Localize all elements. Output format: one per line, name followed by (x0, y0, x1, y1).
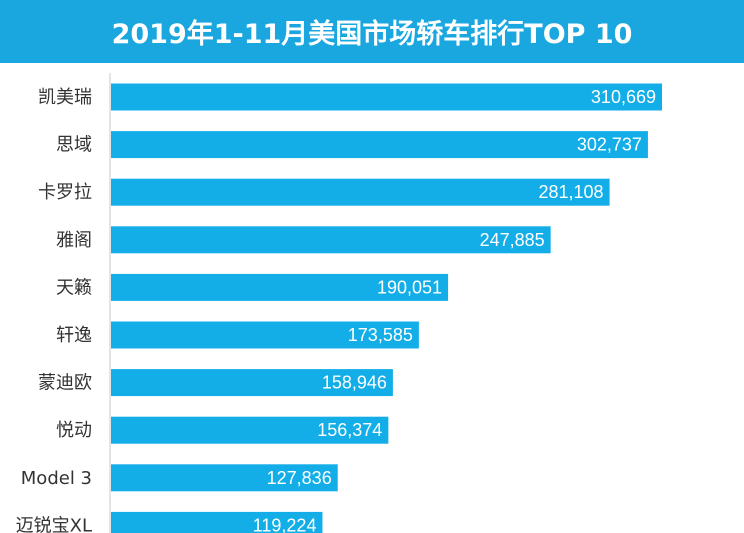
category-label-1: 思域 (56, 135, 92, 156)
category-label-0: 凯美瑞 (38, 87, 92, 108)
value-label-2: 281,108 (538, 182, 603, 202)
bars-group: 凯美瑞 310,669 思域 302,737 卡罗拉 281,108 雅阁 247,885 天籁… (16, 83, 662, 533)
title-bar: 2019年1-11月美国市场轿车排行TOP 10 (0, 0, 744, 63)
category-label-3: 雅阁 (56, 230, 92, 251)
bar-4 (111, 273, 449, 301)
category-label-5: 轩逸 (56, 325, 92, 346)
bar-1 (111, 131, 648, 159)
bar-6 (111, 369, 393, 397)
category-label-4: 天籁 (56, 277, 92, 298)
category-label-6: 蒙迪欧 (38, 373, 92, 394)
bar-2 (111, 178, 610, 206)
category-label-2: 卡罗拉 (38, 182, 92, 203)
value-label-3: 247,885 (480, 230, 545, 250)
value-label-5: 173,585 (348, 325, 413, 345)
bar-9 (111, 511, 323, 533)
bar-chart: 凯美瑞 310,669 思域 302,737 卡罗拉 281,108 雅阁 247,885 天籁… (16, 73, 662, 533)
bar-3 (111, 226, 551, 254)
value-label-7: 156,374 (317, 420, 382, 440)
value-label-0: 310,669 (591, 87, 656, 107)
value-label-4: 190,051 (377, 277, 442, 297)
category-label-8: Model 3 (21, 468, 92, 489)
chart-title: 2019年1-11月美国市场轿车排行TOP 10 (111, 19, 633, 50)
bar-7 (111, 416, 389, 444)
bar-8 (111, 464, 338, 492)
category-label-7: 悦动 (56, 420, 92, 441)
bar-0 (111, 83, 662, 111)
value-label-6: 158,946 (322, 373, 387, 393)
value-label-9: 119,224 (253, 515, 317, 533)
value-label-1: 302,737 (577, 135, 642, 155)
value-label-8: 127,836 (267, 468, 332, 488)
bar-5 (111, 321, 419, 349)
category-label-9: 迈锐宝XL (16, 515, 92, 533)
